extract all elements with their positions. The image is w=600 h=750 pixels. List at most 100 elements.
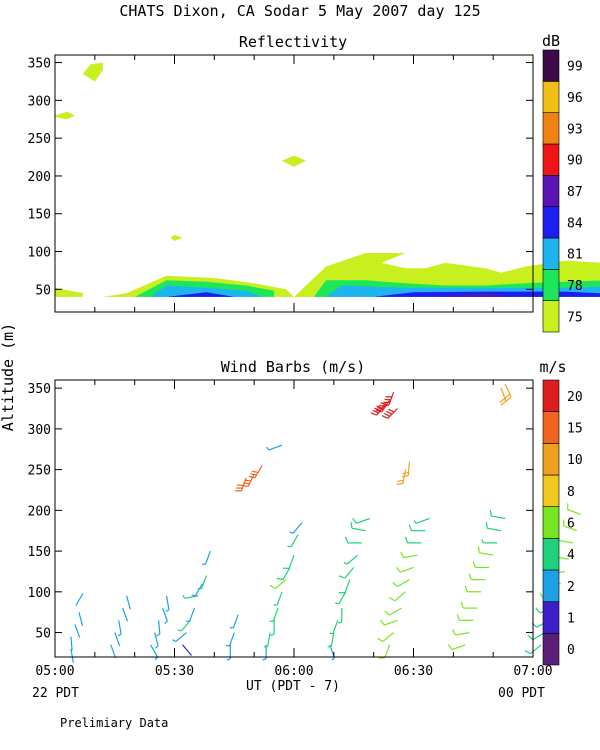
reflectivity-colorbar-label: 96 bbox=[567, 91, 583, 106]
reflectivity-colorbar-swatch bbox=[542, 206, 560, 239]
wind-barb bbox=[338, 579, 351, 594]
wind-barb bbox=[201, 550, 211, 565]
wind-barb bbox=[481, 539, 498, 544]
wind-barb bbox=[524, 644, 542, 655]
wind-barb bbox=[273, 591, 283, 606]
wind-barb bbox=[447, 644, 466, 651]
wind-barb bbox=[126, 595, 131, 610]
wind-barb bbox=[345, 536, 362, 544]
wind-colorbar-label: 4 bbox=[567, 548, 575, 563]
wind-barb bbox=[327, 632, 335, 648]
reflectivity-region-87 bbox=[433, 293, 514, 297]
wind-barb bbox=[270, 620, 275, 637]
wind-barb bbox=[266, 444, 283, 451]
wind-barb bbox=[110, 644, 117, 659]
wind-barb bbox=[182, 594, 199, 599]
y-tick-label: 100 bbox=[28, 246, 51, 261]
reflectivity-region-81 bbox=[150, 285, 263, 297]
wind-barb bbox=[74, 624, 81, 638]
y-tick-label: 250 bbox=[28, 132, 51, 147]
x-tick-label: 06:30 bbox=[394, 664, 433, 679]
reflectivity-region-75 bbox=[170, 234, 183, 241]
reflectivity-colorbar-swatch bbox=[542, 269, 560, 301]
y-tick-label: 150 bbox=[28, 208, 51, 223]
reflectivity-region-75 bbox=[282, 155, 306, 167]
x-tick-label: 07:00 bbox=[513, 664, 552, 679]
reflectivity-colorbar-label: 84 bbox=[567, 216, 583, 231]
y-tick-label: 150 bbox=[28, 545, 51, 560]
wind-colorbar-label: 10 bbox=[567, 453, 583, 468]
wind-colorbar-swatch bbox=[542, 379, 560, 412]
y-tick-label: 200 bbox=[28, 170, 51, 185]
wind-barb bbox=[269, 607, 279, 622]
wind-barb bbox=[248, 465, 263, 479]
wind-barb bbox=[156, 620, 161, 637]
reflectivity-colorbar-label: 90 bbox=[567, 154, 583, 169]
wind-barb bbox=[338, 567, 355, 579]
wind-barbs-panel: Wind Barbs (m/s) 50 100 150 200 250 300 350 0 1… bbox=[28, 358, 583, 666]
wind-barb bbox=[287, 534, 299, 548]
wind-barb bbox=[70, 636, 73, 651]
reflectivity-colorbar-swatch bbox=[542, 49, 560, 82]
wind-colorbar: 0 1 2 4 6 8 10 15 20 bbox=[542, 379, 583, 666]
wind-barb bbox=[197, 575, 207, 590]
wind-barb bbox=[504, 383, 512, 402]
wind-barb bbox=[172, 632, 187, 643]
wind-barb bbox=[122, 607, 129, 622]
reflectivity-colorbar-swatch bbox=[542, 175, 560, 207]
wind-barb bbox=[401, 461, 411, 478]
wind-colorbar-unit: m/s bbox=[539, 358, 566, 376]
wind-barbs-title: Wind Barbs (m/s) bbox=[221, 358, 366, 376]
wind-barb bbox=[477, 546, 494, 556]
wind-barb bbox=[329, 620, 339, 635]
y-tick-label: 50 bbox=[35, 627, 51, 642]
wind-barb bbox=[404, 536, 422, 544]
wind-barb bbox=[162, 607, 168, 625]
wind-barb bbox=[378, 644, 391, 659]
y-tick-label: 100 bbox=[28, 586, 51, 601]
wind-colorbar-label: 0 bbox=[567, 643, 575, 658]
wind-barb bbox=[381, 408, 399, 419]
wind-colorbar-label: 6 bbox=[567, 517, 575, 532]
wind-barb bbox=[269, 579, 287, 590]
reflectivity-colorbar-swatch bbox=[542, 112, 560, 145]
wind-barb bbox=[567, 503, 582, 515]
reflectivity-panel: Reflectivity 50 100 150 200 250 300 350 75 78 81… bbox=[28, 32, 600, 333]
wind-barb bbox=[489, 509, 506, 520]
wind-barb bbox=[472, 561, 490, 569]
wind-barb bbox=[460, 601, 478, 609]
reflectivity-colorbar-swatch bbox=[542, 237, 560, 270]
wind-colorbar-label: 20 bbox=[567, 390, 583, 405]
wind-barb bbox=[114, 632, 121, 646]
wind-colorbar-swatch bbox=[542, 569, 560, 602]
wind-barb bbox=[557, 534, 573, 544]
y-tick-label: 300 bbox=[28, 423, 51, 438]
preliminary-note: Prelimiary Data bbox=[60, 716, 168, 730]
wind-barb bbox=[226, 644, 231, 661]
reflectivity-x-ticks bbox=[54, 55, 534, 312]
wind-colorbar-label: 15 bbox=[567, 422, 583, 437]
wind-barb bbox=[384, 607, 402, 616]
wind-barb bbox=[485, 521, 502, 532]
wind-barb bbox=[408, 524, 426, 532]
wind-barb bbox=[191, 583, 203, 597]
reflectivity-colorbar-unit: dB bbox=[542, 32, 560, 50]
wind-barb bbox=[382, 391, 395, 406]
wind-barb bbox=[185, 607, 195, 622]
wind-barb bbox=[182, 644, 192, 656]
y-tick-label: 350 bbox=[28, 382, 51, 397]
y-axis-label: Altitude (m) bbox=[0, 323, 17, 431]
wind-barb bbox=[389, 591, 406, 602]
x-left-date: 22 PDT bbox=[32, 686, 79, 701]
wind-barb bbox=[352, 517, 370, 524]
x-tick-labels: 05:00 05:30 06:00 06:30 07:00 bbox=[35, 664, 552, 679]
wind-barb bbox=[335, 591, 347, 605]
wind-barb bbox=[456, 614, 474, 621]
wind-barb-marks bbox=[70, 383, 582, 663]
x-right-date: 00 PDT bbox=[498, 686, 545, 701]
wind-barb bbox=[241, 473, 255, 487]
y-tick-label: 250 bbox=[28, 464, 51, 479]
reflectivity-colorbar-swatch bbox=[542, 300, 560, 333]
wind-barb bbox=[338, 608, 343, 624]
wind-colorbar-swatch bbox=[542, 601, 560, 634]
